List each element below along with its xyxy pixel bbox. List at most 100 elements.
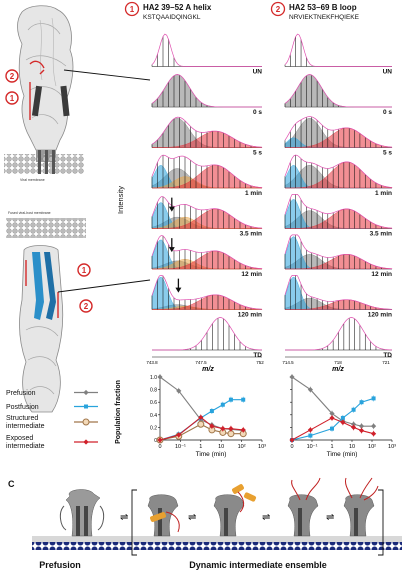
row-label: 1 min bbox=[245, 190, 262, 197]
envelope-curve bbox=[151, 116, 263, 148]
data-point bbox=[176, 432, 182, 438]
x-tick-label: 10 bbox=[349, 444, 355, 450]
ensemble-bracket-left bbox=[131, 489, 137, 556]
envelope-curve bbox=[152, 317, 263, 351]
row-label: 5 s bbox=[253, 150, 262, 157]
legend-label: Prefusion bbox=[6, 390, 36, 397]
isotope-sticks bbox=[151, 117, 252, 148]
series-exposed-intermediate bbox=[157, 414, 246, 443]
spectrum-row: 120 min bbox=[151, 275, 263, 319]
isotope-sticks bbox=[284, 275, 377, 310]
data-point bbox=[84, 404, 88, 409]
spectrum-row: 1 min bbox=[284, 154, 393, 197]
data-point bbox=[83, 439, 89, 445]
row-label: 5 s bbox=[383, 150, 392, 157]
data-point bbox=[307, 387, 313, 393]
marker-1-label: 1 bbox=[10, 94, 15, 103]
row-label: 0 s bbox=[383, 109, 392, 116]
envelope-curve bbox=[151, 33, 262, 67]
peptide-2-title: HA2 53–69 B loop bbox=[289, 3, 357, 12]
envelope-curve bbox=[284, 33, 392, 67]
svg-text:2: 2 bbox=[84, 302, 89, 311]
prefusion-marker-2: 2 bbox=[5, 69, 19, 83]
isotope-sticks bbox=[190, 318, 246, 350]
x-tick-label: 10³ bbox=[388, 444, 396, 450]
spectrum-row: 120 min bbox=[284, 275, 393, 319]
svg-text:721: 721 bbox=[382, 360, 390, 365]
prefusion-structure bbox=[4, 5, 151, 174]
spectrum-row: TD bbox=[285, 317, 392, 359]
row-label: 12 min bbox=[241, 271, 262, 278]
x-tick-label: 1 bbox=[199, 444, 202, 450]
prefusion-marker-1: 1 bbox=[5, 91, 19, 105]
panel-c-intermediate-3 bbox=[287, 477, 321, 537]
x-tick-label: 10 bbox=[218, 444, 224, 450]
y-tick-label: 0.6 bbox=[150, 400, 157, 406]
x-tick-label: 0 bbox=[158, 444, 161, 450]
data-point bbox=[359, 400, 364, 405]
ensemble-caption: Dynamic intermediate ensemble bbox=[189, 560, 327, 570]
data-point bbox=[350, 424, 357, 430]
spectrum-row: 0 s bbox=[284, 74, 392, 116]
panel-c-intermediate-4 bbox=[343, 477, 379, 537]
row-label: 3.5 min bbox=[240, 231, 262, 238]
data-point bbox=[371, 396, 376, 401]
legend-item: Prefusion bbox=[6, 389, 98, 397]
row-label: 1 min bbox=[375, 190, 392, 197]
population-plot-1: 0 0.2 0.4 0.6 0.8 1.0 0 10⁻¹ 1 10 10² 10³ Time (min) bbox=[150, 374, 266, 458]
envelope-curve bbox=[151, 275, 263, 310]
data-point bbox=[220, 426, 226, 432]
panel-c-prefusion bbox=[59, 489, 105, 537]
spectrum-row: TD bbox=[152, 317, 263, 359]
ensemble-bracket-right bbox=[378, 489, 384, 556]
y-tick-label: 0.2 bbox=[150, 425, 157, 431]
data-point bbox=[351, 407, 356, 412]
data-point bbox=[350, 421, 357, 427]
row-label: 120 min bbox=[238, 312, 262, 319]
spectrum-row: 1 min bbox=[151, 154, 263, 197]
data-point bbox=[329, 410, 335, 417]
population-axis-label: Population fraction bbox=[115, 380, 122, 444]
x-tick-label: 10² bbox=[238, 444, 246, 450]
postfusion-marker-1: 1 bbox=[77, 263, 91, 277]
x-tick-label: 10³ bbox=[258, 444, 266, 450]
mz-axis-1: 743.8 747.5 752 m/z bbox=[146, 356, 264, 373]
data-point bbox=[289, 437, 295, 443]
isotope-sticks bbox=[151, 75, 208, 107]
row-label: 120 min bbox=[368, 312, 392, 319]
postfusion-structure: Fused viral-host membrane bbox=[6, 211, 151, 413]
panel-c-intermediate-1 bbox=[147, 494, 180, 537]
svg-text:1: 1 bbox=[82, 266, 87, 275]
data-point bbox=[82, 418, 90, 426]
spectrum-row: UN bbox=[151, 33, 262, 76]
equilibrium-arrow-2: ⇌ bbox=[188, 512, 196, 523]
legend: PrefusionPostfusionStructuredintermediat… bbox=[6, 389, 98, 450]
spectrum-row: 0 s bbox=[151, 74, 262, 116]
isotope-sticks bbox=[284, 155, 382, 188]
spectra-peptide-1: UN 0 s 5 s 1 min 3.5 min 12 min 120 min TD bbox=[151, 33, 263, 359]
x-axis-label: Time (min) bbox=[196, 451, 227, 458]
svg-text:747.5: 747.5 bbox=[195, 360, 207, 365]
svg-text:752: 752 bbox=[256, 360, 264, 365]
isotope-sticks bbox=[284, 116, 382, 148]
isotope-sticks bbox=[151, 275, 252, 310]
spectra-peptide-2: UN 0 s 5 s 1 min 3.5 min 12 min 120 min TD bbox=[284, 33, 393, 359]
row-label: UN bbox=[383, 69, 393, 76]
isotope-sticks bbox=[151, 36, 175, 67]
envelope-curve bbox=[284, 275, 393, 310]
y-tick-label: 0.4 bbox=[150, 413, 157, 419]
data-point bbox=[358, 423, 365, 429]
spectrum-row: UN bbox=[284, 33, 393, 76]
row-label: 3.5 min bbox=[370, 231, 392, 238]
isotope-sticks bbox=[151, 196, 252, 229]
data-point bbox=[209, 423, 215, 429]
data-point bbox=[241, 397, 246, 402]
equilibrium-arrow-1: ⇌ bbox=[120, 512, 128, 523]
series-exposed-intermediate bbox=[289, 414, 377, 443]
spectrum-row: 3.5 min bbox=[284, 194, 393, 238]
row-label: TD bbox=[383, 352, 392, 359]
data-point bbox=[330, 426, 334, 431]
envelope-curve bbox=[284, 116, 393, 148]
